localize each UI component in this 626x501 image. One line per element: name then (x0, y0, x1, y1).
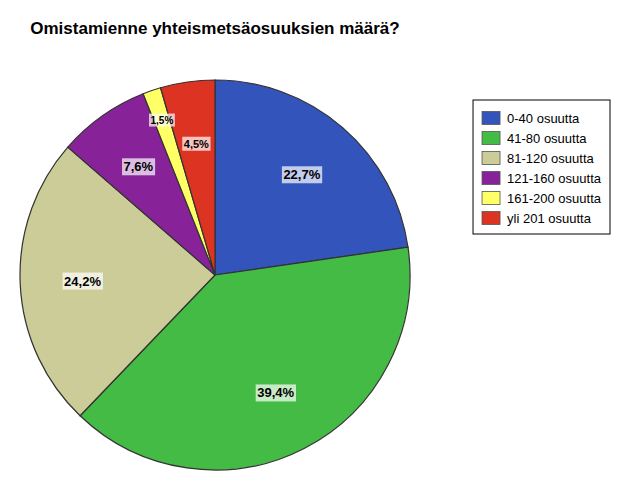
legend-swatch (482, 192, 500, 205)
pie-slice (161, 80, 215, 275)
data-label-bg (63, 273, 103, 290)
data-label-text: 22,7% (283, 167, 320, 182)
data-label: 24,2% (63, 273, 103, 290)
data-label: 22,7% (282, 166, 322, 183)
data-label-bg (122, 158, 155, 175)
title: Omistamienne yhteismetsäosuuksien määrä? (30, 19, 399, 38)
legend-label: 41-80 osuutta (507, 131, 587, 146)
pie-slice (215, 80, 408, 275)
legend-swatch (482, 112, 500, 125)
data-label-bg (149, 114, 175, 127)
data-label-bg (182, 137, 210, 151)
legend-label: 161-200 osuutta (507, 191, 602, 206)
data-label-text: 4,5% (184, 138, 209, 150)
legend-frame (473, 100, 610, 234)
data-labels: 22,7% 39,4% 24,2% 7,6% 1,5% 4,5% (63, 114, 323, 402)
data-label-text: 7,6% (124, 159, 154, 174)
legend: 0-40 osuutta 41-80 osuutta 81-120 osuutta 1… (473, 100, 610, 234)
chart: Omistamienne yhteismetsäosuuksien määrä?… (0, 0, 626, 501)
data-label: 4,5% (182, 137, 210, 151)
data-label-text: 1,5% (150, 115, 173, 126)
legend-swatch (482, 212, 500, 225)
data-label-text: 24,2% (64, 274, 101, 289)
legend-label: yli 201 osuutta (507, 211, 592, 226)
data-label: 39,4% (256, 384, 296, 401)
legend-label: 121-160 osuutta (507, 171, 602, 186)
legend-swatch (482, 172, 500, 185)
legend-label: 0-40 osuutta (507, 111, 580, 126)
data-label-text: 39,4% (257, 385, 294, 400)
legend-swatch (482, 132, 500, 145)
pie (20, 80, 410, 470)
data-label: 7,6% (122, 158, 155, 175)
data-label: 1,5% (149, 114, 175, 127)
legend-label: 81-120 osuutta (507, 151, 595, 166)
data-label-bg (256, 384, 296, 401)
data-label-bg (282, 166, 322, 183)
legend-swatch (482, 152, 500, 165)
